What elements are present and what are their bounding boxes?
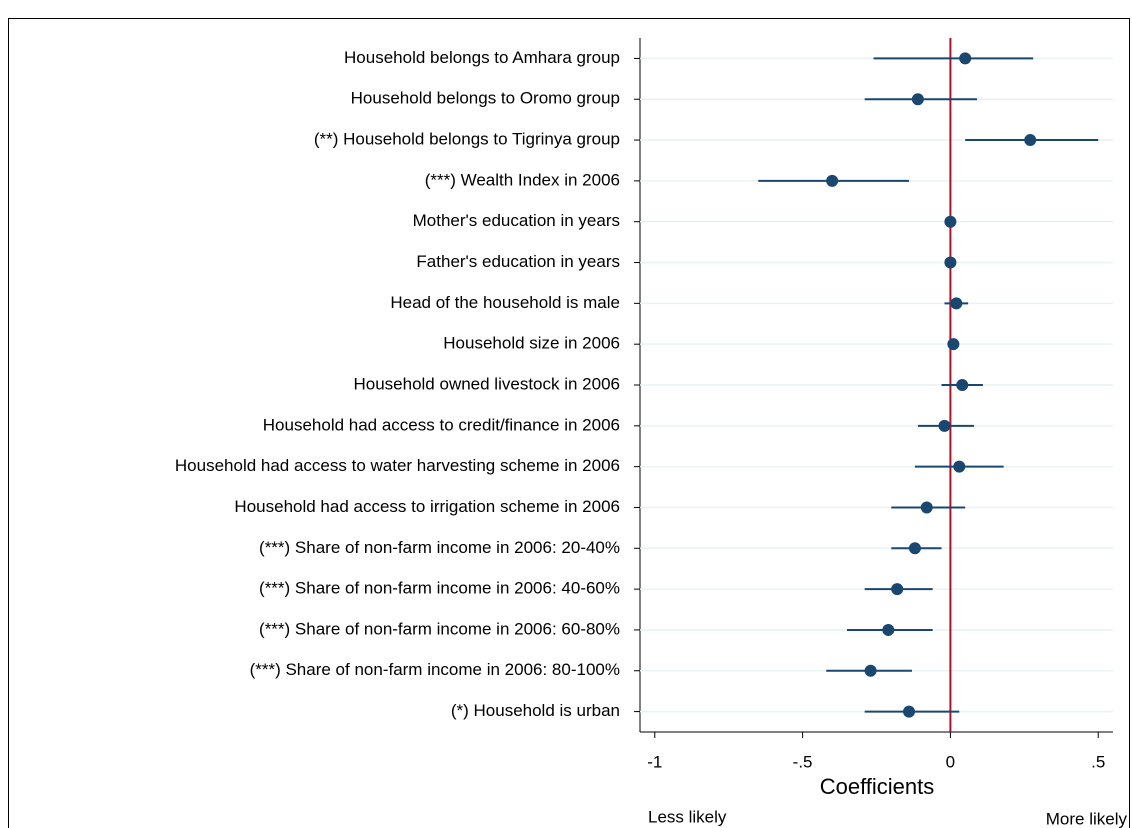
point-estimate	[944, 215, 957, 228]
point-estimate	[947, 338, 960, 351]
point-estimate	[882, 623, 895, 636]
x-tick-label: -1	[647, 752, 662, 771]
right-note: More likely	[1046, 809, 1128, 828]
point-estimate	[903, 705, 916, 718]
y-tick-label: Head of the household is male	[390, 293, 620, 312]
point-estimate	[1024, 134, 1037, 147]
y-tick-label: (***) Share of non-farm income in 2006: …	[259, 619, 620, 638]
point-estimate	[911, 93, 924, 106]
y-tick-label: (*) Household is urban	[451, 701, 620, 720]
y-tick-label: Father's education in years	[416, 252, 620, 271]
point-estimate	[944, 256, 957, 269]
point-estimate	[864, 664, 877, 677]
point-estimate	[891, 583, 904, 596]
x-tick-label: -.5	[793, 752, 813, 771]
y-tick-label: Household belongs to Amhara group	[344, 48, 620, 67]
y-tick-label: Household owned livestock in 2006	[353, 374, 620, 393]
x-tick-label: .5	[1091, 752, 1105, 771]
y-tick-label: (***) Share of non-farm income in 2006: …	[250, 660, 620, 679]
y-tick-label: Mother's education in years	[413, 211, 620, 230]
x-tick-label: 0	[946, 752, 955, 771]
point-estimate	[956, 379, 969, 391]
y-tick-label: (***) Wealth Index in 2006	[425, 170, 620, 189]
point-estimate	[953, 460, 966, 473]
y-tick-label: (***) Share of non-farm income in 2006: …	[259, 579, 620, 598]
y-tick-label: (***) Share of non-farm income in 2006: …	[259, 538, 620, 557]
point-estimate	[920, 501, 933, 514]
y-tick-label: Household had access to irrigation schem…	[234, 497, 620, 516]
point-estimate	[950, 297, 963, 310]
y-tick-label: (**) Household belongs to Tigrinya group	[314, 130, 620, 149]
y-tick-label: Household had access to credit/finance i…	[263, 415, 620, 434]
point-estimate	[826, 174, 839, 187]
y-tick-label: Household belongs to Oromo group	[351, 89, 620, 108]
x-axis-label: Coefficients	[820, 774, 935, 799]
left-note: Less likely	[648, 807, 727, 826]
point-estimate	[908, 542, 921, 555]
y-tick-label: Household size in 2006	[443, 334, 620, 353]
point-estimate	[959, 52, 972, 65]
point-estimate	[938, 419, 951, 432]
y-tick-label: Household had access to water harvesting…	[175, 456, 620, 475]
